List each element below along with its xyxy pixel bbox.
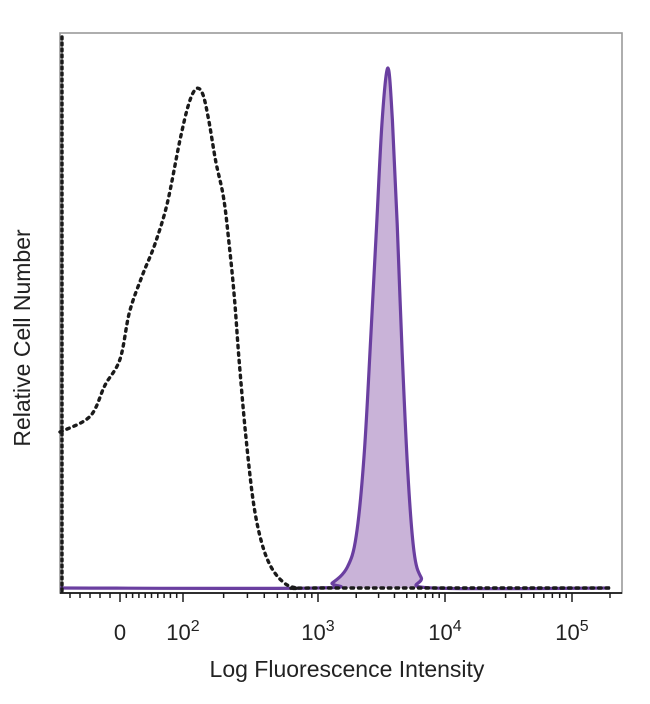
x-tick-label: 103 xyxy=(301,618,334,645)
series-layer xyxy=(58,66,612,591)
x-axis-title: Log Fluorescence Intensity xyxy=(210,656,485,682)
stained-histogram-line xyxy=(59,66,611,591)
y-axis-title: Relative Cell Number xyxy=(9,229,35,447)
x-tick-label: 105 xyxy=(555,618,588,645)
x-axis xyxy=(60,592,622,602)
x-tick-label: 104 xyxy=(428,618,461,645)
x-tick-label: 102 xyxy=(166,618,199,645)
x-tick-labels: 0 102 103 104 105 xyxy=(114,618,589,645)
plot-frame xyxy=(59,32,623,594)
x-tick-label: 0 xyxy=(114,620,126,645)
isotype-control-line xyxy=(58,86,612,591)
plot-area xyxy=(58,32,623,602)
